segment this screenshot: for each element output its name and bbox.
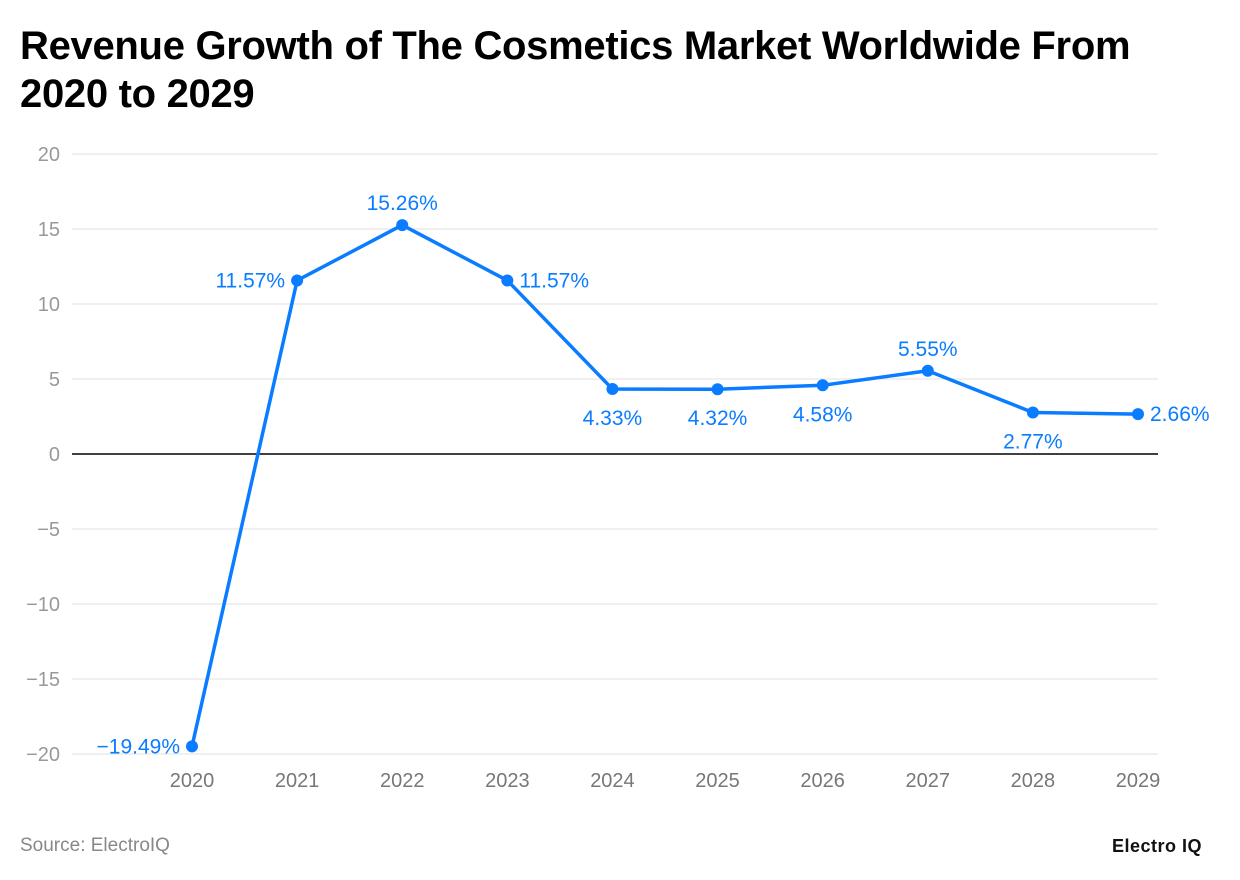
y-tick-label: −5 [37, 519, 60, 541]
data-point [396, 219, 409, 232]
x-tick-label: 2025 [695, 770, 740, 792]
y-tick-label: 15 [38, 219, 60, 241]
y-tick-label: 5 [49, 369, 60, 391]
data-point [291, 274, 304, 287]
data-point [186, 740, 198, 753]
x-tick-label: 2026 [800, 770, 845, 792]
y-tick-label: 0 [49, 444, 60, 466]
x-tick-label: 2028 [1011, 770, 1056, 792]
source-note: Source: ElectroIQ [20, 835, 170, 856]
y-tick-label: −20 [26, 744, 60, 766]
data-point [501, 274, 514, 287]
data-label: 4.32% [688, 407, 748, 430]
data-label: 2.66% [1150, 403, 1210, 426]
data-label: 4.33% [583, 407, 643, 430]
data-label: 15.26% [367, 192, 438, 215]
data-point [1026, 406, 1039, 419]
chart-title: Revenue Growth of The Cosmetics Market W… [20, 24, 1131, 116]
x-tick-label: 2029 [1116, 770, 1161, 792]
data-point [921, 364, 934, 377]
data-label: 11.57% [519, 269, 589, 292]
data-point [711, 383, 724, 396]
data-label: 5.55% [898, 338, 958, 361]
data-point [1132, 408, 1144, 421]
data-label: 11.57% [215, 269, 285, 292]
x-tick-label: 2027 [906, 770, 951, 792]
x-tick-label: 2020 [170, 770, 215, 792]
electroiq-logo: Electro IQ [1112, 836, 1203, 856]
y-tick-label: 10 [38, 294, 60, 316]
y-tick-label: 20 [38, 144, 60, 166]
data-label: −19.49% [97, 735, 181, 758]
series-line [190, 223, 1139, 747]
x-tick-label: 2021 [275, 770, 320, 792]
data-point [816, 379, 829, 392]
data-label: 4.58% [793, 403, 853, 426]
x-tick-label: 2024 [590, 770, 635, 792]
y-tick-label: −15 [26, 669, 60, 691]
data-label: 2.77% [1003, 430, 1063, 453]
x-tick-label: 2022 [380, 770, 425, 792]
data-point [606, 383, 619, 396]
x-tick-label: 2023 [485, 770, 530, 792]
y-tick-label: −10 [26, 594, 60, 616]
